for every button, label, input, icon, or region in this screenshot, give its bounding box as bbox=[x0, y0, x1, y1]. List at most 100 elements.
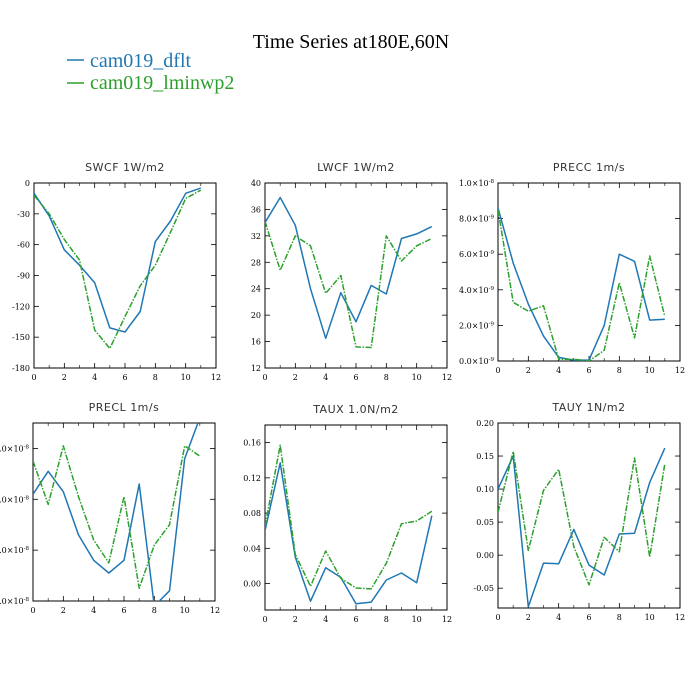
y-tick-label: 0.20 bbox=[476, 419, 494, 428]
x-tick-label: 2 bbox=[62, 373, 67, 382]
series-line-lminwp2 bbox=[33, 445, 201, 590]
x-tick-label: 6 bbox=[353, 373, 358, 382]
x-tick-label: 4 bbox=[556, 366, 561, 375]
x-tick-label: 6 bbox=[121, 606, 126, 615]
series-line-dflt bbox=[33, 423, 199, 601]
panel-6: TAUY 1N/m2 0 2 4 6 8 10 12 -0.05 0.00 0.05 0.10 0.15… bbox=[473, 401, 685, 622]
y-tick-label: 6.0×10-9 bbox=[459, 250, 494, 259]
y-tick-label: 4.0×10-9 bbox=[459, 286, 494, 295]
series-line-dflt bbox=[265, 196, 433, 340]
y-tick-label: 0.15 bbox=[476, 452, 494, 461]
x-tick-label: 0 bbox=[495, 366, 500, 375]
y-tick-label: 0.00 bbox=[476, 551, 494, 560]
y-tick-label: 8.0×10-9 bbox=[459, 215, 494, 224]
y-tick-label: 0.0×10-9 bbox=[459, 357, 494, 366]
x-tick-label: 12 bbox=[675, 366, 685, 375]
x-tick-label: 0 bbox=[262, 373, 267, 382]
x-tick-label: 10 bbox=[181, 373, 191, 382]
y-tick-label: -150 bbox=[12, 333, 30, 342]
x-tick-label: 8 bbox=[152, 606, 157, 615]
x-tick-label: 10 bbox=[412, 373, 422, 382]
y-tick-label: .0×10-8 bbox=[0, 495, 29, 504]
y-tick-label: 0.04 bbox=[243, 544, 261, 553]
legend: cam019_dflt cam019_lminwp2 bbox=[67, 50, 234, 94]
panel-frame bbox=[264, 182, 448, 369]
y-tick-label: .0×10-8 bbox=[0, 546, 29, 555]
series-line-dflt bbox=[34, 187, 202, 333]
x-tick-label: 4 bbox=[556, 613, 561, 622]
x-tick-label: 12 bbox=[442, 373, 452, 382]
y-tick-label: 0.16 bbox=[243, 439, 261, 448]
panel-frame bbox=[497, 182, 681, 362]
x-tick-label: 8 bbox=[617, 613, 622, 622]
x-tick-label: 8 bbox=[153, 373, 158, 382]
series-line-dflt bbox=[498, 447, 666, 608]
series-line-dflt bbox=[498, 207, 665, 361]
y-tick-label: -60 bbox=[17, 241, 30, 250]
x-tick-label: 2 bbox=[293, 615, 298, 624]
series-line-lminwp2 bbox=[498, 209, 666, 361]
y-tick-label: 1.0×10-8 bbox=[459, 179, 494, 188]
y-tick-label: 28 bbox=[251, 258, 261, 267]
y-tick-label: .0×10-8 bbox=[0, 597, 29, 606]
y-tick-label: 12 bbox=[251, 364, 261, 373]
x-tick-label: 6 bbox=[122, 373, 127, 382]
x-tick-label: 10 bbox=[645, 613, 655, 622]
x-tick-label: 12 bbox=[210, 606, 220, 615]
panel-title: PRECC 1m/s bbox=[553, 161, 625, 174]
x-tick-label: 4 bbox=[323, 373, 328, 382]
panel-title: TAUX 1.0N/m2 bbox=[312, 403, 399, 416]
y-tick-label: 0.10 bbox=[476, 485, 494, 494]
x-tick-label: 2 bbox=[526, 366, 531, 375]
x-tick-label: 8 bbox=[384, 615, 389, 624]
x-tick-label: 2 bbox=[293, 373, 298, 382]
y-tick-label: -90 bbox=[17, 272, 30, 281]
series-line-lminwp2 bbox=[265, 444, 433, 590]
panel-3: PRECC 1m/s 0 2 4 6 8 10 12 0.0×10-9 2.0×10-9 4.0×1… bbox=[459, 161, 685, 375]
x-tick-label: 10 bbox=[412, 615, 422, 624]
y-tick-label: 36 bbox=[251, 205, 261, 214]
y-tick-label: 40 bbox=[251, 179, 261, 188]
panel-1: SWCF 1W/m2 0 2 4 6 8 10 12 -180 -150 -120 -90 -60 -30… bbox=[12, 161, 221, 382]
x-tick-label: 12 bbox=[442, 615, 452, 624]
panel-title: LWCF 1W/m2 bbox=[317, 161, 395, 174]
x-tick-label: 6 bbox=[353, 615, 358, 624]
x-tick-label: 4 bbox=[91, 606, 96, 615]
y-tick-label: -30 bbox=[17, 210, 30, 219]
y-tick-label: 0 bbox=[25, 179, 30, 188]
y-tick-label: -0.05 bbox=[473, 584, 494, 593]
panel-title: SWCF 1W/m2 bbox=[85, 161, 165, 174]
x-tick-label: 10 bbox=[645, 366, 655, 375]
y-tick-label: 2.0×10-9 bbox=[459, 321, 494, 330]
y-tick-label: 24 bbox=[251, 285, 261, 294]
x-tick-label: 2 bbox=[526, 613, 531, 622]
y-tick-label: 0.12 bbox=[243, 474, 261, 483]
series-line-lminwp2 bbox=[498, 450, 666, 586]
figure-title: Time Series at180E,60N bbox=[253, 31, 449, 53]
y-tick-label: 16 bbox=[251, 338, 261, 347]
x-tick-label: 4 bbox=[323, 615, 328, 624]
x-tick-label: 4 bbox=[92, 373, 97, 382]
y-tick-label: -120 bbox=[12, 302, 30, 311]
x-tick-label: 2 bbox=[61, 606, 66, 615]
panel-frame bbox=[264, 424, 448, 611]
x-tick-label: 0 bbox=[30, 606, 35, 615]
y-tick-label: 20 bbox=[251, 311, 261, 320]
x-tick-label: 10 bbox=[180, 606, 190, 615]
x-tick-label: 12 bbox=[675, 613, 685, 622]
series-line-lminwp2 bbox=[265, 221, 433, 349]
y-tick-label: 0.00 bbox=[243, 580, 261, 589]
x-tick-label: 6 bbox=[586, 613, 591, 622]
legend-label-lminwp2: cam019_lminwp2 bbox=[90, 72, 234, 94]
panel-frame bbox=[33, 182, 217, 369]
panel-title: PRECL 1m/s bbox=[89, 401, 160, 414]
x-tick-label: 6 bbox=[586, 366, 591, 375]
x-tick-label: 8 bbox=[384, 373, 389, 382]
y-tick-label: 32 bbox=[251, 232, 261, 241]
y-tick-label: .0×10-8 bbox=[0, 444, 29, 453]
x-tick-label: 8 bbox=[617, 366, 622, 375]
panel-4: PRECL 1m/s 0 2 4 6 8 10 12 .0×10-8 .0×10-8 .0×10-8… bbox=[0, 401, 220, 615]
panel-title: TAUY 1N/m2 bbox=[551, 401, 625, 414]
